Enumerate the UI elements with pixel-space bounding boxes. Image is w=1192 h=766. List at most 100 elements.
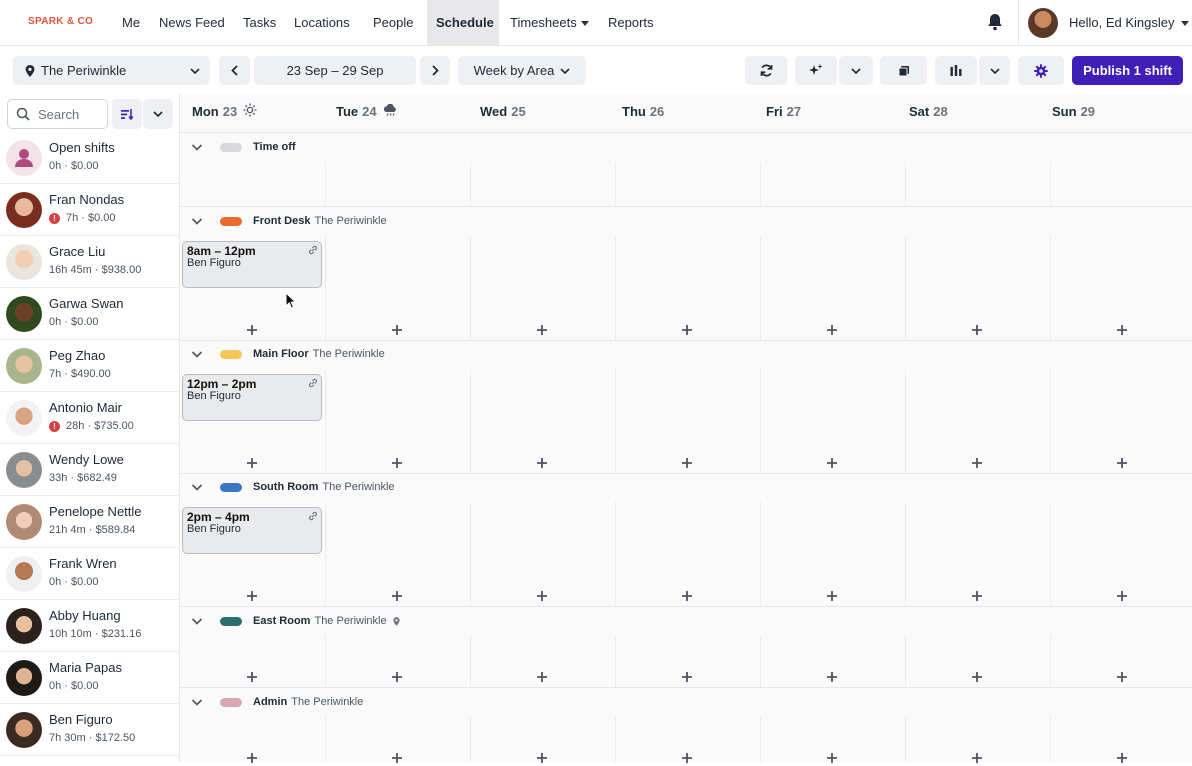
add-shift-button[interactable] [246, 752, 258, 764]
copy-schedule-button[interactable] [880, 56, 927, 85]
person-stats-text: 16h 45m · $938.00 [49, 264, 142, 276]
add-shift-button[interactable] [391, 752, 403, 764]
add-shift-button[interactable] [826, 752, 838, 764]
person-row-ben-figuro[interactable]: Ben Figuro 7h 30m · $172.50 [0, 704, 180, 756]
add-shift-button[interactable] [391, 671, 403, 683]
day-header-fri: Fri 27 [766, 94, 801, 132]
person-row-fran-nondas[interactable]: Fran Nondas ! 7h · $0.00 [0, 184, 180, 236]
shift-card[interactable]: 8am – 12pm Ben Figuro [182, 241, 322, 288]
nav-item-me[interactable]: Me [122, 15, 141, 30]
add-shift-button[interactable] [681, 590, 693, 602]
add-shift-button[interactable] [971, 752, 983, 764]
nav-item-locations[interactable]: Locations [294, 15, 350, 30]
notification-bell-icon[interactable] [985, 12, 1005, 32]
add-shift-button[interactable] [536, 324, 548, 336]
add-shift-button[interactable] [1116, 752, 1128, 764]
add-shift-button[interactable] [681, 752, 693, 764]
add-shift-button[interactable] [536, 590, 548, 602]
area-header-admin[interactable]: Admin The Periwinkle [190, 691, 363, 713]
nav-item-schedule[interactable]: Schedule [427, 0, 499, 45]
add-shift-button[interactable] [971, 590, 983, 602]
person-stats-text: 28h · $735.00 [66, 420, 134, 432]
add-shift-button[interactable] [971, 671, 983, 683]
person-row-garwa-swan[interactable]: Garwa Swan 0h · $0.00 [0, 288, 180, 340]
add-shift-button[interactable] [826, 324, 838, 336]
column-divider [470, 635, 471, 687]
chevron-left-icon [231, 65, 238, 76]
date-range-picker[interactable]: 23 Sep – 29 Sep [254, 56, 416, 85]
sparkle-icon [809, 63, 823, 75]
add-shift-button[interactable] [246, 671, 258, 683]
add-shift-button[interactable] [681, 324, 693, 336]
previous-week-button[interactable] [219, 56, 250, 85]
area-location: The Periwinkle [314, 615, 387, 627]
auto-schedule-button[interactable] [795, 56, 837, 85]
sort-menu-button[interactable] [143, 99, 173, 129]
person-row-wendy-lowe[interactable]: Wendy Lowe 33h · $682.49 [0, 444, 180, 496]
nav-item-reports[interactable]: Reports [608, 15, 654, 30]
area-header-front-desk[interactable]: Front Desk The Periwinkle [190, 210, 387, 232]
person-row-frank-wren[interactable]: Frank Wren 0h · $0.00 [0, 548, 180, 600]
stats-button[interactable] [935, 56, 977, 85]
add-shift-button[interactable] [826, 590, 838, 602]
add-shift-button[interactable] [391, 457, 403, 469]
add-shift-button[interactable] [536, 752, 548, 764]
avatar [6, 400, 42, 436]
add-shift-button[interactable] [826, 671, 838, 683]
area-header-east-room[interactable]: East Room The Periwinkle [190, 610, 400, 632]
shift-card[interactable]: 12pm – 2pm Ben Figuro [182, 374, 322, 421]
refresh-button[interactable] [745, 56, 787, 85]
add-shift-button[interactable] [681, 671, 693, 683]
add-shift-button[interactable] [1116, 671, 1128, 683]
nav-item-timesheets[interactable]: Timesheets [501, 0, 598, 45]
user-menu[interactable]: Hello, Ed Kingsley [1069, 15, 1189, 30]
search-input[interactable]: Search [7, 99, 108, 129]
mouse-cursor-icon [285, 292, 297, 309]
add-shift-button[interactable] [246, 590, 258, 602]
view-selector[interactable]: Week by Area [458, 56, 586, 85]
location-selector[interactable]: The Periwinkle [13, 56, 210, 85]
person-row-penelope-nettle[interactable]: Penelope Nettle 21h 4m · $589.84 [0, 496, 180, 548]
next-week-button[interactable] [420, 56, 450, 85]
person-row-peg-zhao[interactable]: Peg Zhao 7h · $490.00 [0, 340, 180, 392]
person-stats-text: 33h · $682.49 [49, 472, 117, 484]
day-date: 27 [786, 104, 802, 119]
add-shift-button[interactable] [681, 457, 693, 469]
area-header-south-room[interactable]: South Room The Periwinkle [190, 476, 395, 498]
add-shift-button[interactable] [391, 590, 403, 602]
add-shift-button[interactable] [246, 457, 258, 469]
nav-item-people[interactable]: People [373, 15, 414, 30]
avatar[interactable] [1028, 8, 1058, 38]
add-shift-button[interactable] [1116, 590, 1128, 602]
shift-card[interactable]: 2pm – 4pm Ben Figuro [182, 507, 322, 554]
person-row-grace-liu[interactable]: Grace Liu 16h 45m · $938.00 [0, 236, 180, 288]
area-header-time-off[interactable]: Time off [190, 136, 296, 158]
sort-icon [121, 108, 133, 120]
add-shift-button[interactable] [826, 457, 838, 469]
nav-item-news-feed[interactable]: News Feed [159, 15, 225, 30]
person-row-open-shifts[interactable]: Open shifts 0h · $0.00 [0, 132, 180, 184]
auto-schedule-menu-button[interactable] [839, 56, 873, 85]
stats-menu-button[interactable] [979, 56, 1010, 85]
chevron-down-icon [1180, 21, 1189, 27]
add-shift-button[interactable] [536, 457, 548, 469]
person-row-antonio-mair[interactable]: Antonio Mair ! 28h · $735.00 [0, 392, 180, 444]
settings-button[interactable] [1018, 56, 1064, 85]
publish-button[interactable]: Publish 1 shift [1072, 56, 1183, 85]
people-sidebar: Search Open shifts 0h · $0.00 Fran Nonda… [0, 94, 180, 762]
person-row-maria-papas[interactable]: Maria Papas 0h · $0.00 [0, 652, 180, 704]
add-shift-button[interactable] [536, 671, 548, 683]
add-shift-button[interactable] [1116, 457, 1128, 469]
person-row-abby-huang[interactable]: Abby Huang 10h 10m · $231.16 [0, 600, 180, 652]
divider [180, 687, 1192, 688]
add-shift-button[interactable] [1116, 324, 1128, 336]
add-shift-button[interactable] [391, 324, 403, 336]
add-shift-button[interactable] [246, 324, 258, 336]
column-divider [470, 502, 471, 606]
nav-item-tasks[interactable]: Tasks [243, 15, 277, 30]
sort-button[interactable] [112, 99, 142, 129]
add-shift-button[interactable] [971, 457, 983, 469]
area-header-main-floor[interactable]: Main Floor The Periwinkle [190, 343, 385, 365]
add-shift-button[interactable] [971, 324, 983, 336]
brand-logo[interactable]: SPARK & CO [28, 16, 94, 27]
